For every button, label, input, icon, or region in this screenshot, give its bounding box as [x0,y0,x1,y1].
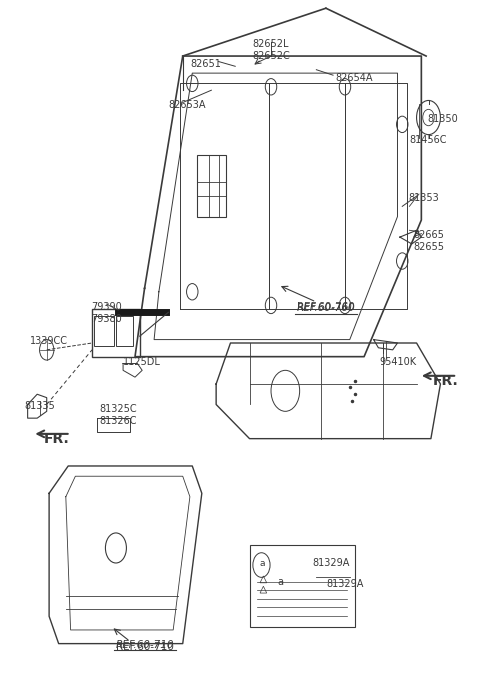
Text: 81325C
81326C: 81325C 81326C [99,405,137,426]
Bar [197,155,226,217]
Text: 81353: 81353 [408,193,439,202]
Text: 82652L
82652C: 82652L 82652C [252,39,290,60]
Text: a: a [277,578,284,587]
Text: 79390
79380: 79390 79380 [91,302,122,324]
Text: 81329A: 81329A [312,558,349,568]
Text: 82651: 82651 [190,60,221,69]
Text: REF.60-710: REF.60-710 [116,642,173,652]
Bar [250,545,355,626]
Text: a: a [260,559,265,568]
Text: 82653A: 82653A [168,100,206,110]
Text: 82665
82655: 82665 82655 [413,230,444,252]
Text: 81335: 81335 [24,401,55,411]
Text: 1339CC: 1339CC [30,336,68,346]
Bar [95,316,114,346]
Text: REF.60-710: REF.60-710 [115,640,174,650]
Text: 81329A: 81329A [326,579,363,589]
Bar [116,316,132,346]
Text: FR.: FR. [43,431,69,446]
Text: 82654A: 82654A [336,73,373,83]
Text: 81456C: 81456C [410,134,447,145]
Text: REF.60-760: REF.60-760 [297,302,355,312]
Bar [92,309,140,357]
Text: 1125DL: 1125DL [123,357,161,366]
Text: 95410K: 95410K [379,357,416,366]
Text: 81350: 81350 [428,114,458,124]
Text: FR.: FR. [432,374,458,388]
Text: REF.60-760: REF.60-760 [297,303,355,314]
